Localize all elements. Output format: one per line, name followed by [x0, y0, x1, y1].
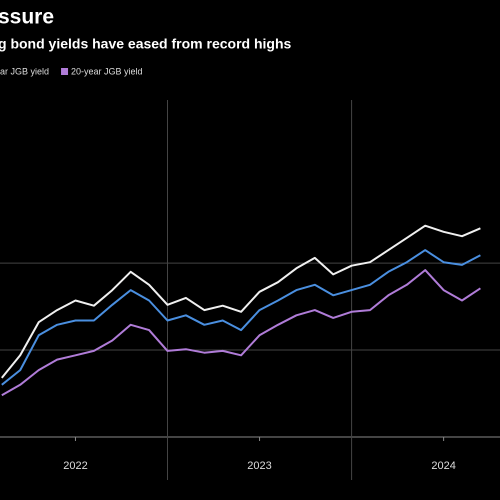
chart-title: ssure [0, 6, 54, 29]
legend-label: ar JGB yield [0, 66, 49, 76]
x-tick-label: 2023 [247, 460, 271, 472]
x-tick-label: 2022 [63, 460, 87, 472]
x-tick-label: 2024 [431, 460, 455, 472]
series-line [1, 224, 481, 379]
legend-swatch [61, 68, 69, 75]
chart-subtitle: g bond yields have eased from record hig… [0, 36, 292, 52]
series-line [1, 269, 481, 397]
series-line [1, 249, 481, 386]
legend-label: 20-year JGB yield [71, 66, 143, 76]
